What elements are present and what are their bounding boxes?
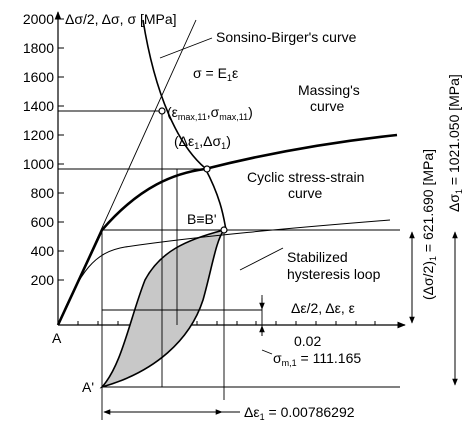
delta-eps-label: Δε1 = 0.00786292 <box>244 404 355 422</box>
sonsino-birger-curve <box>142 19 227 231</box>
y-tick-label: 800 <box>31 185 55 201</box>
y-tick-label: 1000 <box>23 156 54 172</box>
origin-label: A <box>52 330 62 346</box>
stabilized-label-2: hysteresis loop <box>287 266 381 282</box>
sm-tail: = 111.165 <box>297 350 362 366</box>
y-tick-label: 600 <box>31 214 55 230</box>
hysteresis-loop <box>99 228 227 389</box>
point-delta-label: (Δε1,Δσ1) <box>174 133 231 151</box>
y-axis-label: Δσ/2, Δσ, σ [MPa] <box>65 11 177 27</box>
pd-close: ) <box>226 133 231 149</box>
leader-lines <box>159 37 284 271</box>
massing-label-1: Massing's <box>298 82 360 98</box>
y-tick-label: 1400 <box>23 98 54 114</box>
hs-main: (Δσ/2) <box>420 261 436 300</box>
y-tick-label: 400 <box>31 243 55 259</box>
stress-range-label: Δσ1 = 1021.050 [MPa] <box>446 74 464 212</box>
cyclic-label-2: curve <box>288 185 322 201</box>
cyclic-stress-strain-curve <box>57 219 391 326</box>
hs-sub: 1 <box>428 256 438 261</box>
pd-mid: ,Δσ <box>199 133 221 149</box>
point-delta <box>203 165 211 173</box>
cyclic-label-1: Cyclic stress-strain <box>247 169 364 185</box>
de-main: Δε <box>244 404 260 420</box>
half-stress-range-label: (Δσ/2)1 = 621.690 [MPa] <box>420 149 438 300</box>
x-axis-label: Δε/2, Δε, ε <box>291 300 355 316</box>
pm-close: ) <box>248 104 253 120</box>
pd-open: (Δε <box>174 133 194 149</box>
hs-tail: = 621.690 [MPa] <box>420 149 436 256</box>
hooke-law-label: σ = E1ε <box>193 65 238 83</box>
point-b <box>220 226 228 234</box>
y-tick-label: 1800 <box>23 40 54 56</box>
point-b-label: B≡B' <box>187 211 217 227</box>
de-sub: 1 <box>260 412 265 422</box>
sr-sub: 1 <box>454 189 464 194</box>
pm-sub2: max,11 <box>219 112 248 122</box>
point-max <box>158 107 166 115</box>
y-tick-marks <box>58 18 64 281</box>
sonsino-birger-label: Sonsino-Birger's curve <box>216 29 357 45</box>
sr-main: Δσ <box>446 194 462 212</box>
y-tick-labels: 2000 1800 1600 1400 1200 1000 800 600 40… <box>23 11 54 288</box>
y-tick-label: 2000 <box>23 11 54 27</box>
hooke-main: σ = E <box>193 65 227 81</box>
point-max-label: (εmax,11,σmax,11) <box>167 104 253 122</box>
pm-open: (ε <box>167 104 178 120</box>
hooke-tail: ε <box>232 65 238 81</box>
point-a-prime-label: A' <box>82 379 94 395</box>
massing-label-2: curve <box>310 98 344 114</box>
y-tick-label: 1600 <box>23 69 54 85</box>
de-tail: = 0.00786292 <box>265 404 355 420</box>
x-tick-label: 0.02 <box>294 333 321 349</box>
sr-tail: = 1021.050 [MPa] <box>446 74 462 189</box>
pd-sub2: 1 <box>221 141 226 151</box>
hooke-sub: 1 <box>227 73 232 83</box>
stabilized-label-1: Stabilized <box>287 249 348 265</box>
sigma-m-label: σm,1 = 111.165 <box>273 350 361 368</box>
y-tick-label: 200 <box>31 272 55 288</box>
sm-sub: m,1 <box>282 358 297 368</box>
sm-main: σ <box>273 350 282 366</box>
pm-sub1: max,11 <box>178 112 207 122</box>
sigma-m-leader <box>261 349 273 355</box>
pm-mid: ,σ <box>207 104 220 120</box>
pd-sub1: 1 <box>194 141 199 151</box>
y-tick-label: 1200 <box>23 127 54 143</box>
